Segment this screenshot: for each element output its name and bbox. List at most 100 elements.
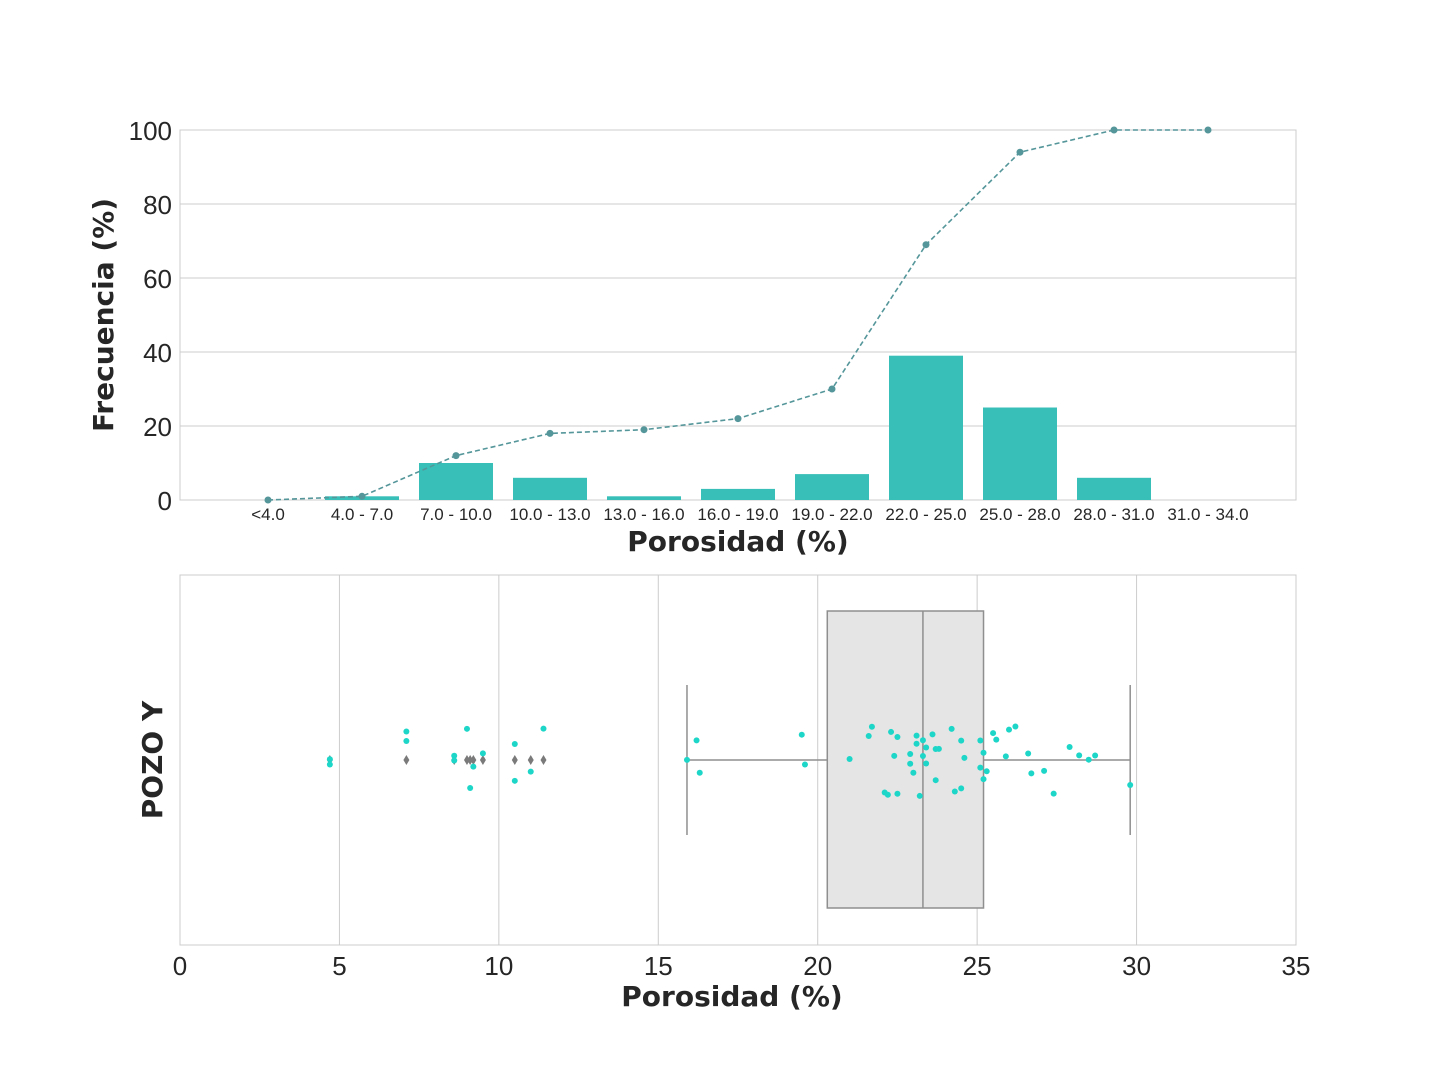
strip-point-51 [983,768,990,775]
strip-point-42 [948,725,955,732]
outlier-8 [527,755,534,765]
strip-point-29 [907,760,914,767]
top-x-tick-7: 22.0 - 25.0 [885,505,966,524]
top-y-tick-3: 60 [143,264,172,294]
strip-point-13 [540,725,547,732]
top-y-axis-title: Frecuencia (%) [87,198,120,432]
strip-point-59 [1041,767,1048,774]
strip-point-10 [511,741,518,748]
cumulative-point-5 [734,415,742,423]
strip-point-47 [977,737,984,744]
strip-point-16 [696,769,703,776]
strip-point-14 [683,756,690,763]
strip-point-27 [894,733,901,740]
strip-point-43 [951,788,958,795]
strip-point-18 [801,761,808,768]
top-gridlines [180,203,1296,427]
strip-point-1 [326,761,333,768]
strip-point-0 [326,756,333,763]
top-x-tick-8: 25.0 - 28.0 [979,505,1060,524]
strip-point-33 [916,792,923,799]
strip-points [326,723,1134,799]
strip-point-44 [958,737,965,744]
outlier-7 [511,755,518,765]
bar-2 [419,463,493,500]
bottom-x-axis-title: Porosidad (%) [621,980,842,1013]
top-x-tick-10: 31.0 - 34.0 [1167,505,1248,524]
histogram-chart: 0 20 40 60 80 100 <4.0 4.0 - 7.0 7.0 - 10.0 10.0… [87,116,1297,558]
outlier-3 [463,755,470,765]
bottom-x-tick-6: 30 [1122,951,1151,981]
cumulative-point-3 [546,429,554,437]
top-x-tick-2: 7.0 - 10.0 [420,505,492,524]
top-x-tick-5: 16.0 - 19.0 [697,505,778,524]
top-y-tick-1: 20 [143,412,172,442]
strip-point-24 [888,728,895,735]
outlier-1 [403,755,410,765]
strip-point-61 [1066,744,1073,751]
bar-9 [1077,477,1151,500]
top-y-tick-4: 80 [143,190,172,220]
top-x-axis-title: Porosidad (%) [627,525,848,558]
bottom-x-tick-labels: 0 5 10 15 20 25 30 35 [173,951,1311,981]
strip-point-41 [935,745,942,752]
top-plot-area [179,129,1297,501]
strip-point-56 [1012,723,1019,730]
top-y-tick-2: 40 [143,338,172,368]
strip-point-11 [511,777,518,784]
strip-point-65 [1127,782,1134,789]
strip-point-34 [919,752,926,759]
top-x-tick-0: <4.0 [251,505,285,524]
strip-point-8 [470,763,477,770]
box-iqr [826,610,985,909]
strip-point-19 [846,756,853,763]
top-x-tick-1: 4.0 - 7.0 [331,505,393,524]
cumulative-point-0 [264,496,272,504]
strip-point-63 [1085,756,1092,763]
strip-point-52 [990,730,997,737]
strip-point-31 [913,740,920,747]
strip-point-38 [929,731,936,738]
bar-5 [701,488,775,500]
outlier-9 [540,755,547,765]
strip-point-46 [961,754,968,761]
strip-point-2 [403,728,410,735]
outlier-4 [467,755,474,765]
strip-point-45 [958,785,965,792]
strip-point-15 [693,737,700,744]
bottom-x-tick-5: 25 [963,951,992,981]
bottom-x-tick-3: 15 [644,951,673,981]
strip-point-5 [451,757,458,764]
bar-8 [983,407,1057,500]
strip-point-7 [467,785,474,792]
bar-4 [607,496,681,500]
strip-point-6 [463,725,470,732]
strip-point-39 [932,777,939,784]
strip-point-60 [1050,790,1057,797]
top-x-tick-3: 10.0 - 13.0 [509,505,590,524]
top-y-tick-5: 100 [129,116,172,146]
boxplot-chart: 0 5 10 15 20 25 30 35 Porosidad (%) POZO Y [136,574,1311,1013]
top-y-tick-0: 0 [158,486,172,516]
strip-point-23 [884,791,891,798]
bottom-y-axis-title: POZO Y [136,700,169,819]
top-y-tick-labels: 0 20 40 60 80 100 [129,116,172,516]
cumulative-point-7 [922,241,930,249]
cumulative-line [264,126,1212,504]
cumulative-point-8 [1016,148,1024,156]
strip-point-20 [865,733,872,740]
strip-point-3 [403,738,410,745]
histogram-bars [325,355,1151,500]
strip-point-55 [1006,726,1013,733]
bar-7 [889,355,963,500]
cumulative-point-4 [640,426,648,434]
strip-point-25 [891,752,898,759]
strip-point-50 [980,776,987,783]
cumulative-point-6 [828,385,836,393]
strip-point-48 [977,764,984,771]
outlier-6 [479,755,486,765]
strip-point-32 [913,732,920,739]
boxplot [326,610,1131,909]
top-x-tick-labels: <4.0 4.0 - 7.0 7.0 - 10.0 10.0 - 13.0 13.0 -… [251,505,1248,524]
cumulative-point-2 [452,452,460,460]
